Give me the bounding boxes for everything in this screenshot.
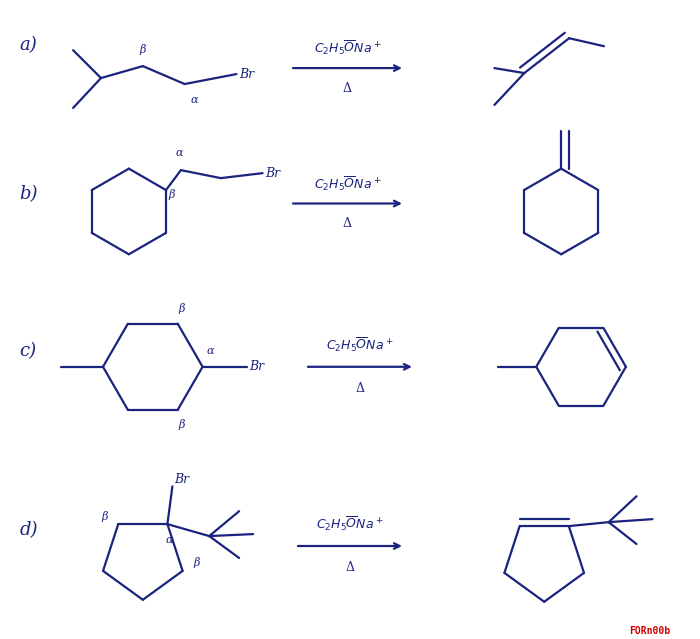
Text: β: β bbox=[169, 189, 175, 199]
Text: β: β bbox=[139, 43, 146, 55]
Text: Δ: Δ bbox=[356, 382, 365, 395]
Text: α: α bbox=[175, 148, 183, 158]
Text: Br: Br bbox=[249, 360, 265, 373]
Text: a): a) bbox=[20, 36, 37, 54]
Text: $C_2H_5\overline{O}Na^+$: $C_2H_5\overline{O}Na^+$ bbox=[314, 174, 382, 193]
Text: $C_2H_5\overline{O}Na^+$: $C_2H_5\overline{O}Na^+$ bbox=[316, 515, 384, 533]
Text: Br: Br bbox=[265, 167, 281, 180]
Text: Δ: Δ bbox=[346, 562, 354, 574]
Text: β: β bbox=[178, 304, 185, 314]
Text: α: α bbox=[166, 535, 173, 545]
Text: Br: Br bbox=[174, 473, 190, 486]
Text: β: β bbox=[178, 419, 185, 430]
Text: α: α bbox=[191, 95, 198, 105]
Text: β: β bbox=[101, 511, 108, 521]
Text: Δ: Δ bbox=[343, 217, 352, 230]
Text: $C_2H_5\overline{O}Na^+$: $C_2H_5\overline{O}Na^+$ bbox=[314, 39, 382, 58]
Text: Br: Br bbox=[239, 68, 255, 81]
Text: d): d) bbox=[20, 521, 38, 539]
Text: FORn00b: FORn00b bbox=[629, 626, 671, 636]
Text: Δ: Δ bbox=[343, 82, 352, 95]
Text: β: β bbox=[193, 557, 199, 569]
Text: b): b) bbox=[20, 185, 38, 204]
Text: α: α bbox=[206, 346, 214, 356]
Text: $C_2H_5\overline{O}Na^+$: $C_2H_5\overline{O}Na^+$ bbox=[326, 335, 393, 354]
Text: c): c) bbox=[20, 342, 36, 360]
